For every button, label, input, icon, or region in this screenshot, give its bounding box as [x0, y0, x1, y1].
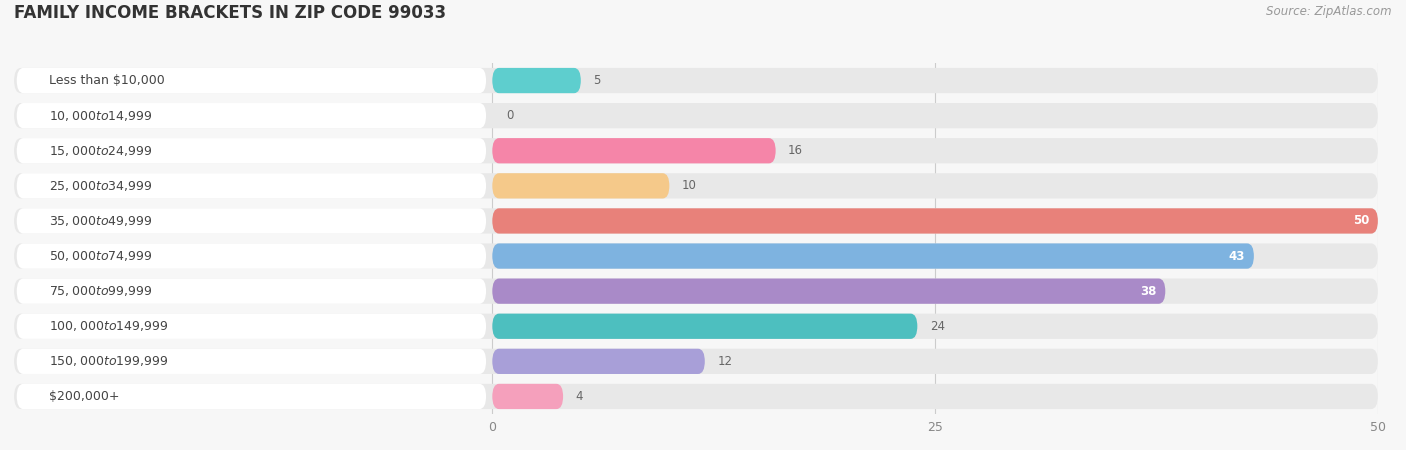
- FancyBboxPatch shape: [17, 173, 486, 198]
- Text: 12: 12: [717, 355, 733, 368]
- Text: 10: 10: [682, 180, 697, 192]
- Text: $200,000+: $200,000+: [49, 390, 120, 403]
- FancyBboxPatch shape: [14, 208, 1378, 234]
- Text: $100,000 to $149,999: $100,000 to $149,999: [49, 319, 169, 333]
- FancyBboxPatch shape: [17, 243, 486, 269]
- Text: 16: 16: [789, 144, 803, 157]
- Text: 43: 43: [1229, 250, 1246, 262]
- FancyBboxPatch shape: [492, 314, 917, 339]
- FancyBboxPatch shape: [492, 349, 704, 374]
- FancyBboxPatch shape: [17, 314, 486, 339]
- Text: 24: 24: [929, 320, 945, 333]
- FancyBboxPatch shape: [14, 384, 1378, 409]
- FancyBboxPatch shape: [17, 138, 486, 163]
- Text: $25,000 to $34,999: $25,000 to $34,999: [49, 179, 153, 193]
- Text: $15,000 to $24,999: $15,000 to $24,999: [49, 144, 153, 158]
- Text: 0: 0: [506, 109, 513, 122]
- Text: 5: 5: [593, 74, 600, 87]
- Text: Less than $10,000: Less than $10,000: [49, 74, 166, 87]
- Text: 4: 4: [575, 390, 583, 403]
- FancyBboxPatch shape: [14, 138, 1378, 163]
- FancyBboxPatch shape: [14, 314, 1378, 339]
- FancyBboxPatch shape: [14, 349, 1378, 374]
- FancyBboxPatch shape: [14, 279, 1378, 304]
- Text: 50: 50: [1353, 215, 1369, 227]
- FancyBboxPatch shape: [492, 243, 1254, 269]
- FancyBboxPatch shape: [17, 349, 486, 374]
- FancyBboxPatch shape: [14, 103, 1378, 128]
- FancyBboxPatch shape: [17, 279, 486, 304]
- FancyBboxPatch shape: [17, 68, 486, 93]
- FancyBboxPatch shape: [492, 384, 564, 409]
- FancyBboxPatch shape: [14, 173, 1378, 198]
- FancyBboxPatch shape: [492, 138, 776, 163]
- FancyBboxPatch shape: [17, 208, 486, 234]
- FancyBboxPatch shape: [17, 384, 486, 409]
- Text: $75,000 to $99,999: $75,000 to $99,999: [49, 284, 153, 298]
- Text: $35,000 to $49,999: $35,000 to $49,999: [49, 214, 153, 228]
- Text: $150,000 to $199,999: $150,000 to $199,999: [49, 354, 169, 369]
- FancyBboxPatch shape: [17, 103, 486, 128]
- FancyBboxPatch shape: [14, 68, 1378, 93]
- FancyBboxPatch shape: [14, 243, 1378, 269]
- FancyBboxPatch shape: [492, 173, 669, 198]
- Text: 38: 38: [1140, 285, 1157, 297]
- FancyBboxPatch shape: [492, 208, 1378, 234]
- Text: $10,000 to $14,999: $10,000 to $14,999: [49, 108, 153, 123]
- FancyBboxPatch shape: [492, 279, 1166, 304]
- Text: FAMILY INCOME BRACKETS IN ZIP CODE 99033: FAMILY INCOME BRACKETS IN ZIP CODE 99033: [14, 4, 446, 22]
- Text: Source: ZipAtlas.com: Source: ZipAtlas.com: [1267, 4, 1392, 18]
- Text: $50,000 to $74,999: $50,000 to $74,999: [49, 249, 153, 263]
- FancyBboxPatch shape: [492, 68, 581, 93]
